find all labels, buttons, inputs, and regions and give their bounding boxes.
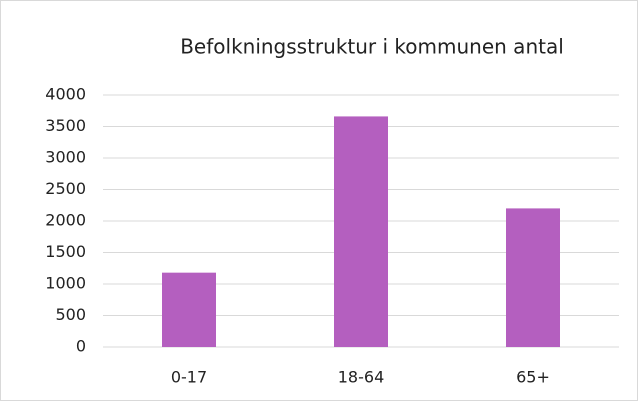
y-tick-label: 1500 <box>45 242 86 261</box>
x-tick-label: 18-64 <box>338 368 385 387</box>
x-tick-label: 65+ <box>516 368 550 387</box>
bar <box>162 272 216 347</box>
y-tick-label: 4000 <box>45 85 86 104</box>
y-tick-label: 2500 <box>45 179 86 198</box>
chart-title: Befolkningsstruktur i kommunen antal <box>180 35 564 59</box>
y-tick-label: 1000 <box>45 274 86 293</box>
y-tick-label: 2000 <box>45 211 86 230</box>
bar <box>506 208 560 347</box>
y-tick-label: 3000 <box>45 148 86 167</box>
y-tick-label: 500 <box>55 305 86 324</box>
y-tick-label: 0 <box>76 337 86 356</box>
bar <box>334 116 388 347</box>
y-tick-label: 3500 <box>45 116 86 135</box>
x-tick-label: 0-17 <box>171 368 207 387</box>
